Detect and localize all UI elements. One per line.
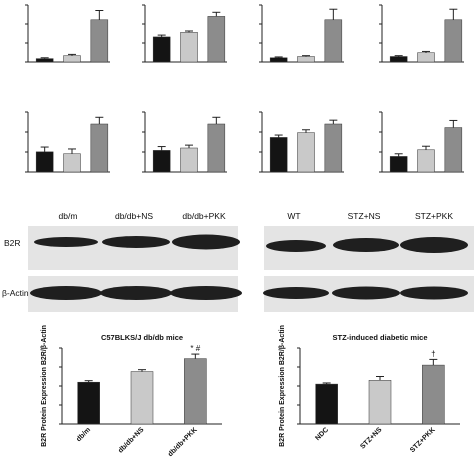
- bands-actin-right: [263, 286, 468, 300]
- significance-label: †: [431, 349, 435, 358]
- bar-charts: db/m db/db+NS db/db+PKK * # C57BLKS/J db/db …: [25, 4, 464, 458]
- bands-b2r-right: [266, 237, 468, 253]
- bar: [389, 156, 408, 173]
- bar: [324, 123, 343, 173]
- bar: [389, 56, 408, 63]
- bar: [180, 32, 198, 63]
- y-axis-label: B2R Protein Expression B2R/β-Actin: [41, 325, 48, 447]
- actin-row-label: β-Actin: [2, 288, 29, 298]
- bar: [324, 19, 343, 63]
- x-tick-label: NDC: [314, 426, 330, 442]
- bar: [422, 364, 445, 425]
- bar: [417, 149, 435, 173]
- x-tick-label: STZ+NS: [359, 426, 383, 450]
- bar: [35, 151, 54, 173]
- bar: [152, 150, 171, 173]
- bar: [297, 132, 315, 173]
- bar: [269, 137, 288, 173]
- bar: [90, 19, 109, 63]
- x-tick-label: db/db+NS: [117, 426, 145, 454]
- band: [102, 236, 170, 248]
- band: [266, 240, 326, 252]
- bar: [35, 58, 54, 63]
- band: [100, 286, 172, 300]
- bar-chart-panel: [142, 111, 227, 173]
- bar-chart-panel: [142, 4, 227, 63]
- bar: [297, 56, 315, 63]
- bar: [63, 153, 81, 173]
- bands-actin-left: [30, 286, 242, 300]
- band: [332, 286, 400, 300]
- bar: [444, 127, 463, 173]
- band: [172, 234, 240, 250]
- lane-label: STZ+NS: [348, 211, 381, 221]
- bar-chart-panel: NDC STZ+NS STZ+PKK † STZ-induced diabetic mi…: [279, 325, 460, 454]
- lane-label: db/m: [59, 211, 78, 221]
- bar: [269, 57, 288, 63]
- lane-label: WT: [287, 211, 300, 221]
- lane-label: STZ+PKK: [415, 211, 453, 221]
- b2r-row-label: B2R: [4, 238, 21, 248]
- band: [400, 286, 468, 300]
- bands-b2r-left: [34, 234, 240, 250]
- band: [333, 238, 399, 252]
- band: [263, 287, 329, 299]
- x-tick-label: STZ+PKK: [409, 426, 437, 454]
- bar: [180, 147, 198, 173]
- bar: [207, 16, 226, 63]
- x-tick-label: db/m: [75, 426, 92, 443]
- lane-label: db/db+PKK: [182, 211, 226, 221]
- bar-chart-panel: [25, 111, 110, 173]
- lane-label: db/db+NS: [115, 211, 153, 221]
- bar: [63, 55, 81, 63]
- bar: [417, 52, 435, 63]
- bar: [184, 358, 207, 425]
- bar: [444, 19, 463, 63]
- band: [170, 286, 242, 300]
- chart-title: C57BLKS/J db/db mice: [101, 333, 183, 342]
- bar: [90, 123, 109, 173]
- y-axis-label: B2R Protein Expression B2R/β-Actin: [279, 325, 286, 447]
- band: [30, 286, 102, 300]
- band: [400, 237, 468, 253]
- band: [34, 237, 98, 247]
- bar-chart-panel: [259, 4, 344, 63]
- chart-title: STZ-induced diabetic mice: [332, 333, 427, 342]
- bar: [152, 36, 171, 63]
- bar: [207, 123, 226, 173]
- significance-label: * #: [190, 344, 200, 353]
- x-tick-label: db/db+PKK: [167, 426, 199, 458]
- bar: [130, 371, 154, 425]
- bar-chart-panel: db/m db/db+NS db/db+PKK * # C57BLKS/J db/db …: [41, 325, 222, 458]
- bar: [315, 383, 338, 425]
- bar: [77, 381, 100, 425]
- bar-chart-panel: [25, 4, 110, 63]
- bar-chart-panel: [259, 111, 344, 173]
- bar-chart-panel: [379, 111, 464, 173]
- bar: [368, 380, 392, 425]
- bar-chart-panel: [379, 4, 464, 63]
